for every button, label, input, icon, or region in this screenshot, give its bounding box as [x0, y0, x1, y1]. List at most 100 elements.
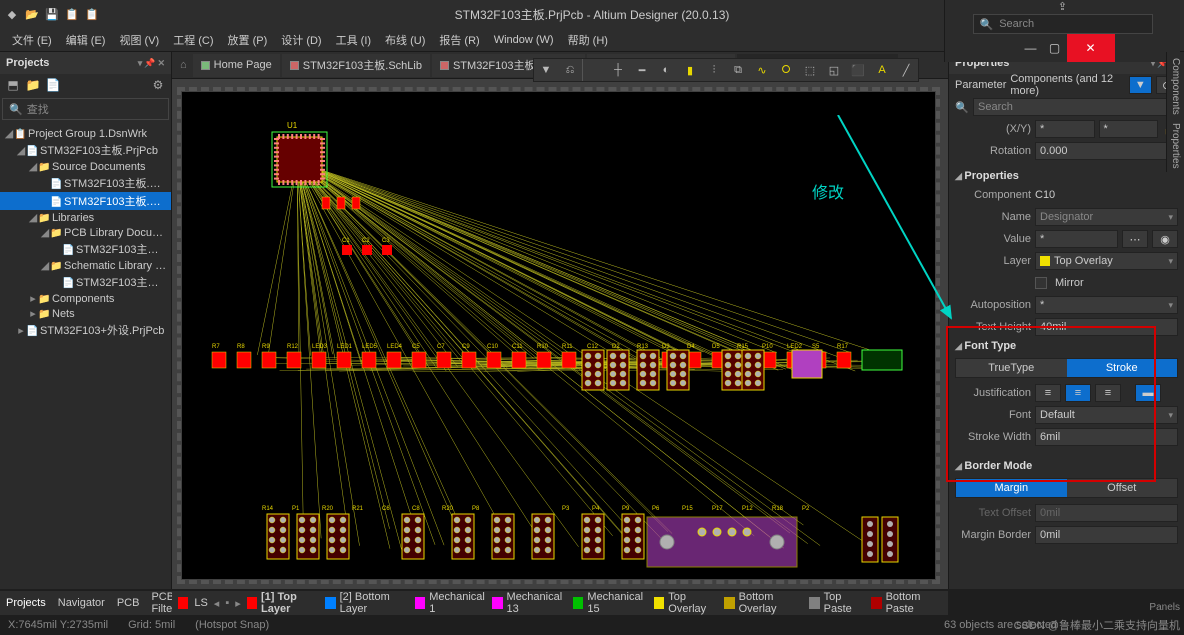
document-tab[interactable]: Home Page — [193, 54, 280, 77]
menu-item[interactable]: 布线 (U) — [379, 30, 431, 50]
side-tab[interactable]: Components — [1170, 58, 1181, 115]
justify-center[interactable]: ≡ — [1065, 384, 1091, 402]
border-mode-toggle[interactable]: MarginOffset — [955, 478, 1178, 498]
margin-border-input[interactable]: 0mil — [1035, 526, 1178, 544]
project-tree[interactable]: ◢📋Project Group 1.DsnWrk◢📄STM32F103主板.Pr… — [0, 122, 171, 589]
tool-button[interactable]: ╱ — [894, 59, 918, 81]
prop-search[interactable]: Search — [973, 98, 1178, 116]
font-select[interactable]: Default — [1035, 406, 1178, 424]
justify-right[interactable]: ≡ — [1095, 384, 1121, 402]
tree-node[interactable]: 📄STM32F103主板.SchD — [0, 174, 171, 192]
pcb-canvas[interactable]: U1R7R8R9R12LED3LED1LED5LED4C5C7C9C10C11R… — [172, 79, 948, 589]
menu-item[interactable]: 文件 (E) — [6, 30, 58, 50]
layer-tab[interactable]: Bottom Paste — [871, 591, 942, 615]
panel-tab[interactable]: Projects — [6, 597, 46, 609]
tree-node[interactable]: ◢📁PCB Library Documen — [0, 225, 171, 240]
y-input[interactable]: * — [1099, 120, 1159, 138]
layer-tab[interactable]: Mechanical 13 — [492, 591, 567, 615]
layer-tab[interactable]: Mechanical 15 — [573, 591, 648, 615]
value-input[interactable]: * — [1035, 230, 1118, 248]
tree-node[interactable]: 📄STM32F103主板.PcbD — [0, 192, 171, 210]
section-properties[interactable]: Properties — [949, 168, 1184, 184]
layer-bar[interactable]: LS◂▪▸[1] Top Layer[2] Bottom LayerMechan… — [172, 591, 948, 615]
more-icon[interactable]: ⋯ — [1122, 230, 1148, 248]
tool-button[interactable]: ∿ — [750, 59, 774, 81]
panel-close-icon[interactable]: ✕ — [157, 58, 165, 69]
menu-item[interactable]: 帮助 (H) — [562, 30, 614, 50]
tool-button[interactable]: ┼ — [606, 59, 630, 81]
menu-item[interactable]: 报告 (R) — [433, 30, 485, 50]
refresh-icon[interactable]: 📁 — [26, 78, 40, 92]
panel-tab[interactable]: PCB — [117, 597, 140, 609]
panels-button[interactable]: Panels — [1149, 602, 1180, 613]
tree-node[interactable]: 📄STM32F103主板.Pc — [0, 240, 171, 258]
layer-tab[interactable]: [2] Bottom Layer — [325, 591, 408, 615]
print-icon[interactable]: 📋 — [84, 6, 100, 22]
justify-left[interactable]: ≡ — [1035, 384, 1061, 402]
compile-icon[interactable]: 📄 — [46, 78, 60, 92]
side-tab[interactable]: Properties — [1170, 123, 1181, 169]
mirror-checkbox[interactable] — [1035, 277, 1047, 289]
tree-node[interactable]: 📄STM32F103主板.Sc — [0, 273, 171, 291]
tree-node[interactable]: ◢📁Schematic Library Doc — [0, 258, 171, 273]
menu-item[interactable]: 视图 (V) — [113, 30, 165, 50]
layer-tab[interactable]: Top Paste — [809, 591, 865, 615]
tree-node[interactable]: ◢📁Libraries — [0, 210, 171, 225]
close-button[interactable]: ✕ — [1067, 34, 1115, 62]
menu-item[interactable]: 工具 (I) — [330, 30, 377, 50]
layer-tab[interactable]: Mechanical 1 — [415, 591, 487, 615]
menu-item[interactable]: 设计 (D) — [275, 30, 327, 50]
side-panels[interactable]: Components Properties — [1166, 52, 1184, 172]
pin-icon[interactable]: ▾ — [138, 58, 143, 69]
tree-node[interactable]: ◢📁Source Documents — [0, 159, 171, 174]
layer-select[interactable]: Top Overlay — [1035, 252, 1178, 270]
rotation-input[interactable]: 0.000 — [1035, 142, 1178, 160]
font-type-toggle[interactable]: TrueTypeStroke — [955, 358, 1178, 378]
menu-item[interactable]: 放置 (P) — [222, 30, 274, 50]
section-border[interactable]: Border Mode — [949, 458, 1184, 474]
x-input[interactable]: * — [1035, 120, 1095, 138]
tool-button[interactable]: ⬚ — [798, 59, 822, 81]
menu-item[interactable]: 编辑 (E) — [60, 30, 112, 50]
layer-tab[interactable]: Bottom Overlay — [724, 591, 803, 615]
tool-button[interactable]: ▮ — [678, 59, 702, 81]
tool-button[interactable]: ⎌ — [558, 59, 582, 81]
save-icon[interactable]: 💾 — [44, 6, 60, 22]
justify-bottom[interactable]: ▬ — [1135, 384, 1161, 402]
new-icon[interactable]: 📋 — [64, 6, 80, 22]
tool-button[interactable]: ⭘ — [774, 59, 798, 81]
tool-button[interactable]: ⫶ — [702, 59, 726, 81]
project-search[interactable]: 🔍 查找 — [2, 98, 169, 120]
visible-icon[interactable]: ◉ — [1152, 230, 1178, 248]
name-select[interactable]: Designator — [1035, 208, 1178, 226]
layer-tab[interactable]: Top Overlay — [654, 591, 718, 615]
share-icon[interactable]: ⇪ — [1055, 0, 1071, 14]
tool-button[interactable]: ━ — [630, 59, 654, 81]
menu-item[interactable]: Window (W) — [488, 32, 560, 48]
tool-button[interactable] — [582, 59, 606, 81]
panel-tab[interactable]: Navigator — [58, 597, 105, 609]
open-icon[interactable]: 📂 — [24, 6, 40, 22]
minimize-button[interactable]: — — [1019, 34, 1043, 62]
tool-button[interactable]: ▼ — [534, 59, 558, 81]
tool-button[interactable]: ⧉ — [726, 59, 750, 81]
global-search[interactable]: 🔍 Search — [973, 14, 1153, 34]
maximize-button[interactable]: ▢ — [1043, 34, 1067, 62]
layer-tab[interactable]: [1] Top Layer — [247, 591, 320, 615]
tool-button[interactable]: ◱ — [822, 59, 846, 81]
pin-icon[interactable]: 📌 — [144, 58, 155, 69]
text-height-input[interactable]: 40mil — [1035, 318, 1178, 336]
tool-button[interactable]: A — [870, 59, 894, 81]
tree-node[interactable]: ◢📄STM32F103主板.PrjPcb — [0, 141, 171, 159]
document-tab[interactable]: STM32F103主板.SchLib — [282, 54, 430, 77]
tree-node[interactable]: ◢📋Project Group 1.DsnWrk — [0, 126, 171, 141]
tree-node[interactable]: ▸📄STM32F103+外设.PrjPcb — [0, 321, 171, 339]
tree-node[interactable]: ▸📁Nets — [0, 306, 171, 321]
tool-button[interactable]: ◐ — [654, 59, 678, 81]
settings-icon[interactable]: ⚙ — [151, 78, 165, 92]
stroke-width-input[interactable]: 6mil — [1035, 428, 1178, 446]
section-fonttype[interactable]: Font Type — [949, 338, 1184, 354]
tree-node[interactable]: ▸📁Components — [0, 291, 171, 306]
tool-button[interactable]: ⬛ — [846, 59, 870, 81]
menu-item[interactable]: 工程 (C) — [167, 30, 219, 50]
